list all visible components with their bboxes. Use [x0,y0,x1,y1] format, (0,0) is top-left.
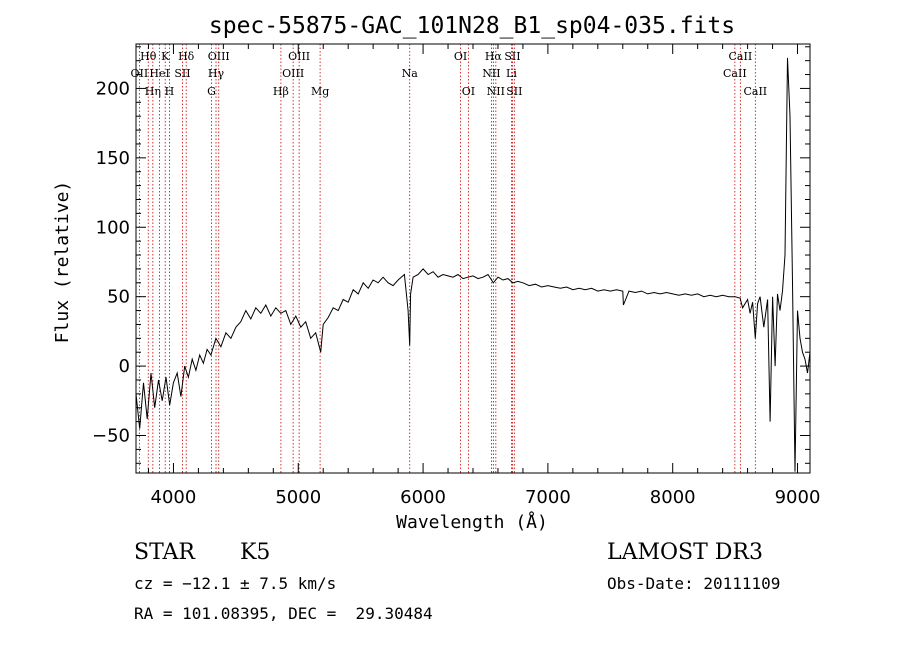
y-tick-label-5: 200 [96,78,130,99]
line-marker-label-11: Hβ [273,85,289,98]
line-marker-label-6: Hδ [178,50,195,63]
ra-dec-readout: RA = 101.08395, DEC = 29.30484 [134,604,433,623]
line-marker-label-0: Hθ [140,50,157,63]
line-marker-label-3: K [161,50,170,63]
line-marker-label-15: Na [402,67,419,80]
line-marker-label-21: SII [504,50,520,63]
x-axis-ticks: 4000 5000 6000 7000 8000 9000 [147,44,821,508]
line-marker-label-22: Li [506,67,517,80]
line-marker-label-12: OIII [288,50,310,63]
line-marker-label-8: OIII [208,50,230,63]
y-tick-label-3: 100 [96,217,130,238]
line-marker-label-1: OII [131,67,149,80]
line-marker-label-26: CaII [743,85,767,98]
x-tick-label-3: 7000 [525,487,571,508]
line-marker-label-9: Hγ [208,67,225,80]
line-marker-label-19: NII [482,67,500,80]
line-marker-label-25: CaII [723,67,747,80]
line-marker-label-17: OI [462,85,475,98]
chart-title: spec-55875-GAC_101N28_B1_sp04-035.fits [209,13,735,39]
line-marker-label-23: SII [506,85,522,98]
line-marker-label-4: HeI [149,67,169,80]
survey-name: LAMOST DR3 [607,540,763,565]
line-marker-label-18: Hα [485,50,503,63]
spectrum-line [135,57,811,472]
emission-line-labels: Hθ OII Hη K HeI H Hδ SII OIII Hγ G Hβ OIII OIII Mg Na OI… [131,50,768,98]
obs-date: Obs-Date: 20111109 [607,574,781,593]
emission-line-markers [138,44,756,473]
x-tick-label-2: 6000 [400,487,446,508]
x-axis-label: Wavelength (Å) [396,511,548,533]
y-tick-label-4: 150 [96,148,130,169]
object-class: STAR [134,540,195,565]
line-marker-label-16: OI [454,50,467,63]
redshift-readout: cz = −12.1 ± 7.5 km/s [134,574,337,593]
spectrum-chart: spec-55875-GAC_101N28_B1_sp04-035.fits H… [52,13,821,533]
line-marker-label-7: SII [174,67,190,80]
line-marker-label-20: NII [487,85,505,98]
object-subclass: K5 [240,540,271,565]
line-marker-label-5: H [165,85,175,98]
x-tick-label-5: 9000 [775,487,821,508]
line-marker-label-13: OIII [282,67,304,80]
y-tick-label-1: 0 [119,356,130,377]
y-tick-label-0: −50 [92,426,130,447]
y-tick-label-2: 50 [107,287,130,308]
line-marker-label-24: CaII [729,50,753,63]
y-axis-label: Flux (relative) [52,181,73,344]
y-axis-ticks: −50 0 50 100 150 200 [92,46,810,464]
x-tick-label-4: 8000 [650,487,696,508]
line-marker-label-10: G [207,85,216,98]
x-tick-label-1: 5000 [275,487,321,508]
line-marker-label-14: Mg [311,85,329,98]
line-marker-label-2: Hη [145,85,161,98]
plot-frame [135,43,811,474]
x-tick-label-0: 4000 [151,487,197,508]
